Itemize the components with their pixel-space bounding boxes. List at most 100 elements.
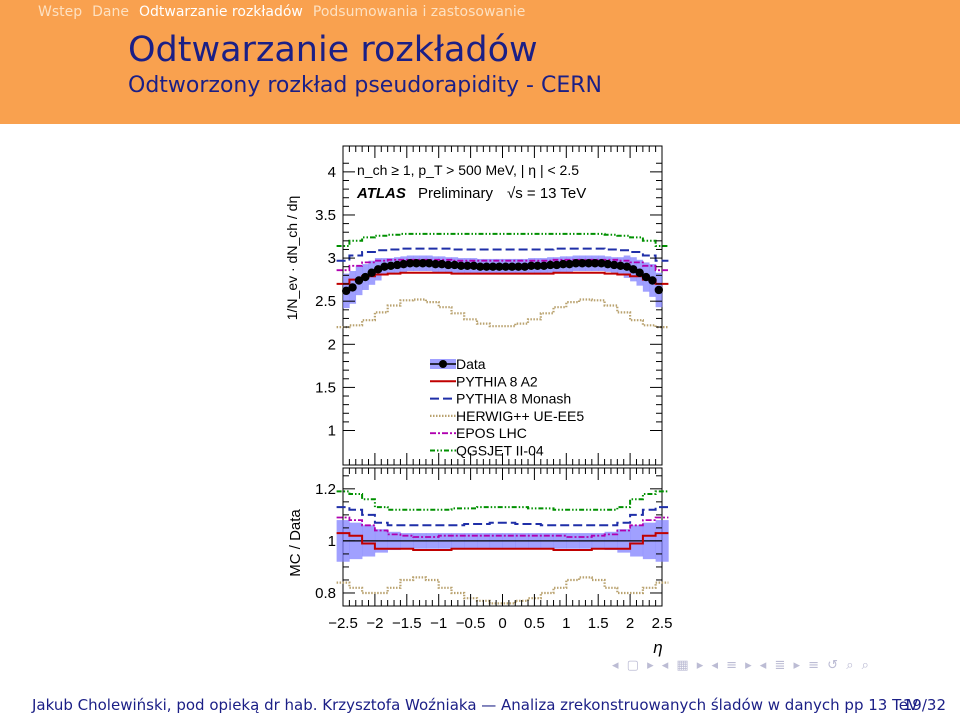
- main-series-lines: [336, 232, 669, 329]
- legend-entry-label: HERWIG++ UE-EE5: [456, 408, 584, 424]
- main-y-tick-label: 3: [328, 250, 336, 267]
- data-point: [571, 259, 581, 268]
- data-point: [520, 262, 530, 271]
- x-tick-label: 2.5: [652, 615, 673, 632]
- data-point: [475, 262, 485, 271]
- ratio-series-pythia-8-monash: [336, 506, 669, 527]
- legend-swatch-marker: [439, 360, 447, 368]
- data-point: [431, 259, 440, 269]
- data-point: [565, 259, 574, 269]
- x-tick-label: 1.5: [588, 615, 609, 632]
- main-y-tick-label: 4: [328, 164, 336, 181]
- slide-subtitle: Odtworzony rozkład pseudorapidity - CERN: [128, 73, 602, 98]
- atlas-label: ATLAS: [356, 185, 406, 202]
- data-point: [514, 262, 523, 271]
- data-point: [373, 265, 383, 274]
- data-point: [450, 260, 459, 270]
- data-point: [469, 261, 478, 271]
- data-point: [386, 261, 396, 271]
- x-tick-label: 0: [498, 615, 506, 632]
- data-point: [622, 262, 632, 271]
- nav-item-podsumowania[interactable]: Podsumowania i zastosowanie: [312, 4, 526, 20]
- main-series-herwig-ue-ee5: [336, 298, 669, 329]
- legend-entry-label: Data: [456, 356, 486, 372]
- x-axis-label: η: [653, 638, 662, 657]
- data-point: [463, 261, 472, 271]
- data-point: [367, 268, 376, 277]
- data-point: [361, 272, 370, 282]
- data-point: [393, 260, 402, 270]
- nav-item-wstep[interactable]: Wstep: [38, 4, 83, 20]
- ratio-data-band-bin: [655, 520, 669, 562]
- axis-ticks: [342, 146, 663, 607]
- main-series-epos-lhc: [336, 258, 669, 272]
- beamer-navigation-symbols[interactable]: ◂ ▢ ▸ ◂ ▦ ▸ ◂ ≡ ▸ ◂ ≣ ▸ ≡ ↺ ⌕ ⌕: [612, 658, 871, 673]
- data-point: [533, 261, 542, 271]
- ratio-series-lines: [336, 490, 669, 605]
- footer-author-title: Jakub Cholewiński, pod opieką dr hab. Kr…: [32, 696, 919, 714]
- ratio-series-herwig-ue-ee5: [336, 576, 669, 605]
- slide-header: Wstep Dane Odtwarzanie rozkładów Podsumo…: [0, 0, 960, 124]
- x-tick-label: 2: [626, 615, 634, 632]
- data-point: [641, 272, 651, 282]
- data-point: [527, 261, 536, 271]
- main-series-pythia-8-a2: [336, 271, 669, 285]
- main-series-pythia-8-monash: [336, 247, 669, 262]
- main-y-tick-label: 1.5: [315, 379, 336, 396]
- data-point: [558, 259, 568, 269]
- data-point: [482, 262, 491, 271]
- data-point: [616, 261, 625, 271]
- ratio-y-tick-label: 1: [328, 533, 336, 550]
- main-series-qgsjet-ii-04: [336, 232, 669, 247]
- ratio-y-tick-label: 0.8: [315, 585, 336, 602]
- data-point: [354, 276, 364, 285]
- ratio-series-qgsjet-ii-04: [336, 490, 669, 511]
- data-point: [418, 259, 427, 268]
- x-tick-label: 0.5: [524, 615, 545, 632]
- ratio-series-pythia-8-a2: [336, 532, 669, 551]
- data-point: [412, 259, 421, 268]
- data-point: [348, 283, 357, 292]
- x-tick-label: −2: [366, 615, 383, 632]
- legend-entry-label: PYTHIA 8 Monash: [456, 391, 571, 407]
- data-point: [635, 268, 644, 277]
- preliminary-label: Preliminary: [418, 185, 494, 202]
- x-tick-labels: −2.5 −2 −1.5 −1 −0.5 0 0.5 1 1.5 2 2.5: [328, 615, 672, 632]
- legend-entry-label: PYTHIA 8 A2: [456, 373, 538, 389]
- main-y-axis-label: 1/N_ev · dN_ch / dη: [284, 196, 300, 321]
- x-tick-label: −0.5: [456, 615, 486, 632]
- data-point: [603, 259, 612, 269]
- main-y-tick-label: 2: [328, 336, 336, 353]
- data-point: [380, 262, 389, 271]
- data-point: [495, 262, 504, 271]
- data-point: [488, 262, 498, 271]
- legend-entry-label: EPOS LHC: [456, 425, 527, 441]
- slide-title: Odtwarzanie rozkładów: [128, 30, 538, 70]
- slide-footer: Jakub Cholewiński, pod opieką dr hab. Kr…: [0, 688, 960, 720]
- data-point: [539, 261, 549, 271]
- ratio-y-axis-label: MC / Data: [287, 509, 304, 577]
- data-point: [609, 260, 619, 270]
- data-point: [629, 265, 638, 274]
- x-tick-label: −1: [430, 615, 447, 632]
- ratio-y-tick-labels: 1.2 1 0.8: [315, 481, 336, 602]
- nav-item-odtwarzanie[interactable]: Odtwarzanie rozkładów: [139, 4, 303, 20]
- page-number: 19/32: [902, 696, 946, 714]
- main-data-points: [341, 259, 664, 296]
- ratio-series-epos-lhc: [336, 516, 669, 538]
- pseudorapidity-chart: 4 3.5 3 2.5 2 1.5 1 1.2 1 0.8 −2.5 −2 −1.5 −1 −0.5 0 0…: [284, 145, 672, 657]
- nav-item-dane[interactable]: Dane: [92, 4, 129, 20]
- data-point: [456, 261, 466, 271]
- data-point: [590, 259, 600, 268]
- ratio-y-tick-label: 1.2: [315, 481, 336, 498]
- cuts-annotation: n_ch ≥ 1, p_T > 500 MeV, | η | < 2.5: [357, 162, 579, 178]
- x-tick-label: 1: [562, 615, 570, 632]
- data-point: [444, 260, 453, 270]
- data-point: [552, 260, 561, 270]
- data-point: [507, 262, 517, 271]
- data-point: [399, 259, 408, 269]
- x-tick-label: −2.5: [328, 615, 358, 632]
- main-y-tick-labels: 4 3.5 3 2.5 2 1.5 1: [315, 164, 336, 440]
- data-point: [648, 276, 657, 285]
- data-point: [501, 262, 510, 271]
